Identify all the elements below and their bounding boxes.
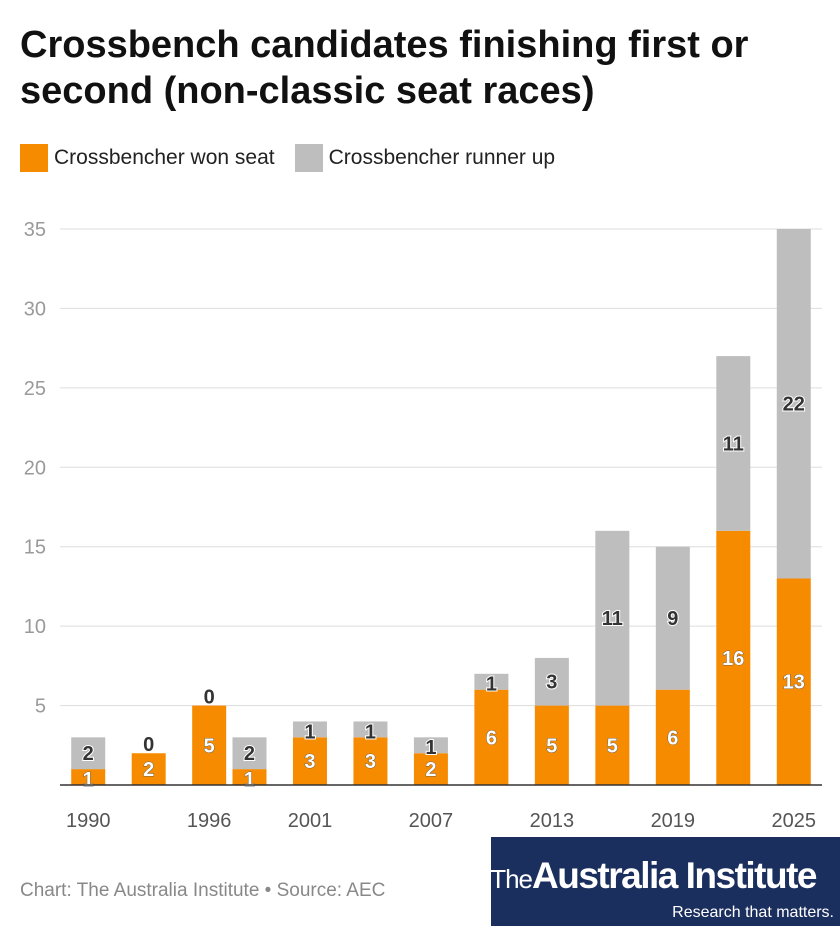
y-tick-label-35: 35 (24, 219, 46, 241)
bar-won-2022 (716, 530, 751, 785)
x-tick-label-2025: 2025 (772, 810, 817, 832)
bar-won-2004 (353, 737, 388, 785)
bar-runner-up-2016 (595, 530, 630, 706)
legend: Crossbencher won seat Crossbencher runne… (20, 144, 575, 172)
data-label-runner-up-1998: 2 (244, 743, 255, 765)
y-tick-label-15: 15 (24, 537, 46, 559)
bar-won-1990 (71, 769, 106, 785)
logo-name: TheAustralia Institute (490, 855, 818, 897)
x-tick-label-1996: 1996 (187, 810, 232, 832)
bar-won-2001 (292, 737, 327, 785)
y-tick-label-5: 5 (35, 696, 46, 718)
data-label-runner-up-2016: 11 (602, 608, 623, 630)
x-tick-label-2001: 2001 (288, 810, 333, 832)
y-tick-label-30: 30 (24, 298, 46, 320)
x-tick-label-2019: 2019 (651, 810, 696, 832)
y-tick-label-25: 25 (24, 378, 46, 400)
data-label-won-2019: 6 (667, 727, 678, 749)
y-tick-label-20: 20 (24, 457, 46, 479)
bar-won-2010 (474, 689, 509, 785)
chart-credit: Chart: The Australia Institute • Source:… (20, 880, 386, 901)
data-label-runner-up-2007: 1 (425, 737, 436, 759)
x-tick-label-2013: 2013 (530, 810, 575, 832)
bar-runner-up-1998 (232, 737, 267, 770)
bar-runner-up-2025 (776, 229, 811, 579)
data-label-won-2013: 5 (546, 735, 557, 757)
bar-won-2013 (534, 705, 569, 785)
bar-runner-up-2013 (534, 657, 569, 706)
data-label-runner-up-2010: 1 (486, 674, 497, 696)
logo-name-the: The (490, 864, 533, 894)
bar-won-2025 (776, 578, 811, 785)
data-label-won-2010: 6 (486, 727, 497, 749)
x-tick-label-2007: 2007 (409, 810, 454, 832)
bar-won-2016 (595, 705, 630, 785)
bar-won-1998 (232, 769, 267, 785)
logo-tagline: Research that matters. (672, 904, 834, 921)
x-tick-label-1990: 1990 (66, 810, 111, 832)
data-label-won-1990: 1 (83, 769, 94, 791)
data-label-won-1996: 5 (204, 735, 215, 757)
y-tick-label-10: 10 (24, 616, 46, 638)
data-label-won-2022: 16 (722, 648, 744, 670)
legend-label-runner-up: Crossbencher runner up (328, 146, 556, 169)
data-label-won-1998: 1 (244, 769, 255, 791)
data-label-runner-up-2022: 11 (723, 433, 744, 455)
data-label-runner-up-1996: 0 (204, 687, 215, 709)
bar-won-2019 (655, 689, 690, 785)
data-label-runner-up-1990: 2 (83, 743, 94, 765)
bar-runner-up-2001 (292, 721, 327, 738)
data-label-won-2016: 5 (607, 735, 618, 757)
data-label-won-2001: 3 (304, 751, 315, 773)
bar-runner-up-2007 (413, 737, 448, 754)
bar-won-2007 (413, 753, 448, 785)
bar-runner-up-1990 (71, 737, 106, 770)
bar-runner-up-2019 (655, 546, 690, 690)
legend-item-won[interactable]: Crossbencher won seat (20, 144, 275, 172)
data-label-runner-up-2004: 1 (365, 721, 376, 743)
bar-runner-up-2004 (353, 721, 388, 738)
data-label-won-2007: 2 (425, 759, 436, 781)
bar-runner-up-2022 (716, 356, 751, 531)
data-label-won-2025: 13 (783, 672, 805, 694)
legend-swatch-won (20, 144, 48, 172)
australia-institute-logo: TheAustralia Institute Research that mat… (490, 837, 840, 926)
legend-item-runner-up[interactable]: Crossbencher runner up (294, 144, 556, 172)
legend-label-won: Crossbencher won seat (54, 146, 275, 169)
data-label-runner-up-2019: 9 (667, 608, 678, 630)
data-label-runner-up-2013: 3 (546, 672, 557, 694)
data-label-won-2004: 3 (365, 751, 376, 773)
logo-name-main: Australia Institute (532, 855, 818, 896)
chart-title: Crossbench candidates finishing first or… (20, 24, 749, 112)
data-label-won-1993: 2 (143, 759, 154, 781)
bar-runner-up-2010 (474, 673, 509, 690)
bar-won-1996 (192, 705, 227, 785)
data-label-runner-up-1993: 0 (143, 734, 154, 756)
legend-swatch-runner-up (294, 144, 323, 172)
bar-won-1993 (131, 753, 166, 785)
data-label-runner-up-2025: 22 (783, 394, 805, 416)
data-label-runner-up-2001: 1 (304, 721, 315, 743)
